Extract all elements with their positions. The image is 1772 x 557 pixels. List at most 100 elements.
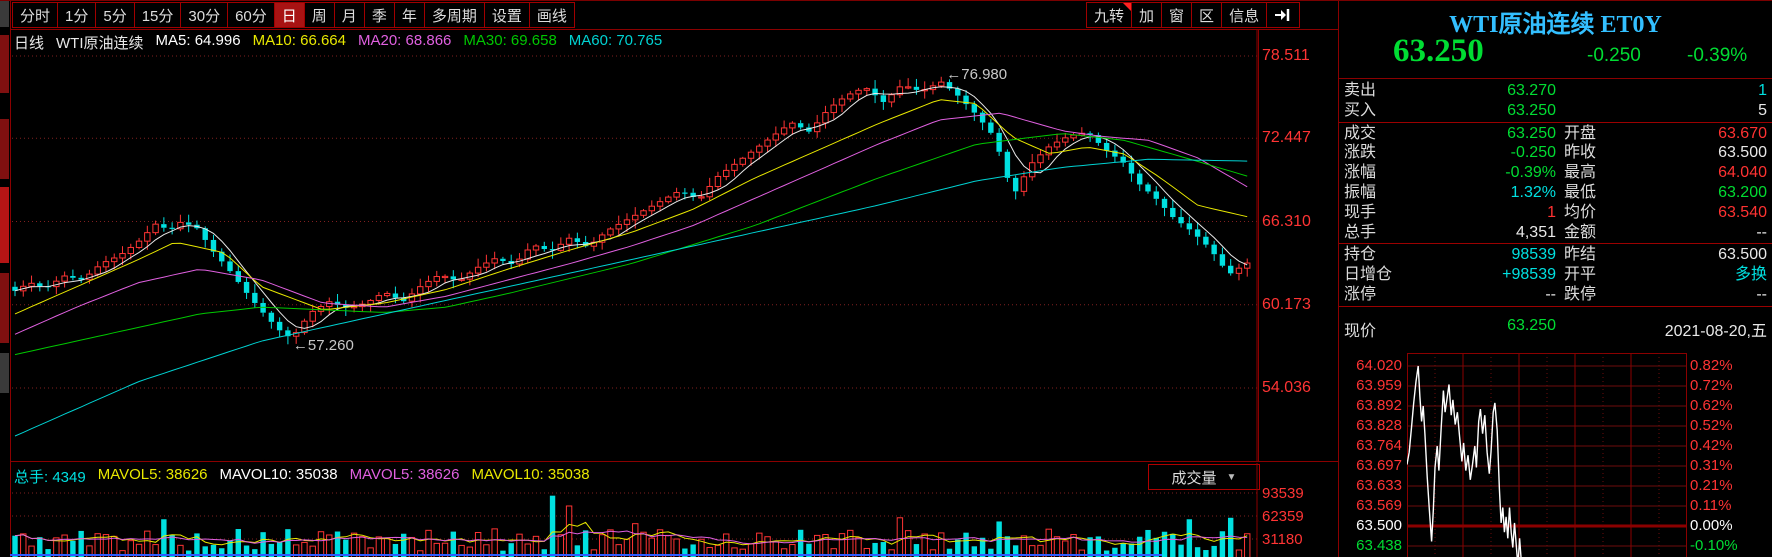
volume-readout: MAVOL10: 35038 xyxy=(471,466,590,483)
btn-jump-right[interactable] xyxy=(1266,2,1301,28)
quote-value: 63.250 xyxy=(1507,124,1556,142)
price-axis-label: 54.036 xyxy=(1262,379,1311,397)
ma-readout: MA20: 68.866 xyxy=(357,32,452,49)
quote-value: -0.250 xyxy=(1510,144,1556,162)
quote-label2 xyxy=(1556,81,1630,101)
tab-week[interactable]: 周 xyxy=(303,2,335,28)
volume-type-dropdown[interactable]: 成交量 ▼ xyxy=(1148,464,1260,490)
quote-label2: 开盘 xyxy=(1564,124,1597,142)
panel-sep xyxy=(1339,78,1772,79)
spot-price-row: 现价 63.250 2021-08-20,五 xyxy=(1339,317,1772,341)
btn-window[interactable]: 窗 xyxy=(1161,2,1193,28)
quote-label2: 均价 xyxy=(1564,203,1597,221)
quote-label: 买入 xyxy=(1344,101,1377,119)
quote-row-change-pct: 涨幅 -0.39% 最高 64.040 xyxy=(1339,163,1772,183)
period-toolbar: 分时 1分 5分 15分 30分 60分日周月季年多周期 设置 画线 xyxy=(12,2,575,28)
quote-value2: -- xyxy=(1756,285,1767,303)
tab-intraday[interactable]: 分时 xyxy=(12,2,59,28)
tab-multi-period[interactable]: 多周期 xyxy=(423,2,485,28)
quote-label: 日增仓 xyxy=(1344,266,1393,284)
tab-draw-line[interactable]: 画线 xyxy=(528,2,575,28)
intraday-price-label: 63.500 xyxy=(1356,517,1402,534)
strip-segment xyxy=(0,1,9,27)
quote-value2: 63.200 xyxy=(1718,183,1767,201)
quote-label2: 昨收 xyxy=(1564,144,1597,162)
btn-info[interactable]: 信息 xyxy=(1221,2,1268,28)
intraday-pct-label: 0.00% xyxy=(1690,517,1733,534)
volume-axis-label: 31180 xyxy=(1262,531,1303,549)
intraday-pct-label: 0.52% xyxy=(1690,417,1733,434)
quote-row-total-vol: 总手 4,351 金额 -- xyxy=(1339,223,1772,243)
quote-value: 1 xyxy=(1547,203,1556,221)
tab-1min[interactable]: 1分 xyxy=(57,2,97,28)
tab-30min[interactable]: 30分 xyxy=(180,2,229,28)
price-change: -0.250 xyxy=(1587,45,1641,66)
quote-label: 涨跌 xyxy=(1344,144,1377,162)
quote-row-daily-oi-change: 日增仓 +98539 开平 多换 xyxy=(1339,265,1772,285)
volume-divider xyxy=(10,461,1339,462)
price-change-pct: -0.39% xyxy=(1687,45,1748,66)
intraday-price-label: 63.633 xyxy=(1356,477,1402,494)
period-label: 日线 xyxy=(14,35,45,52)
quote-label: 振幅 xyxy=(1344,183,1377,201)
scroll-indicator[interactable] xyxy=(10,554,1162,556)
intraday-pct-label: -0.10% xyxy=(1690,537,1738,554)
row-separator xyxy=(1339,305,1772,307)
strip-segment xyxy=(0,353,9,393)
intraday-tick-chart[interactable] xyxy=(1407,353,1687,557)
peak-annotation: ←76.980 xyxy=(946,65,1008,83)
price-axis-label: 72.447 xyxy=(1262,129,1311,147)
price-axis-label: 66.310 xyxy=(1262,212,1311,230)
quote-row-limit-up: 涨停 -- 跌停 -- xyxy=(1339,285,1772,305)
symbol-label: WTI原油连续 xyxy=(56,35,144,52)
quote-value: 1.32% xyxy=(1510,183,1556,201)
tab-60min[interactable]: 60分 xyxy=(227,2,275,28)
volume-axis-label: 62359 xyxy=(1262,508,1304,526)
tab-day[interactable]: 日 xyxy=(273,2,305,28)
quote-label: 现手 xyxy=(1344,203,1377,221)
volume-chart-area[interactable] xyxy=(10,463,1258,557)
btn-zone[interactable]: 区 xyxy=(1191,2,1223,28)
quote-value: 98539 xyxy=(1511,246,1557,264)
btn-add[interactable]: 加 xyxy=(1131,2,1163,28)
quote-value: -0.39% xyxy=(1505,164,1556,182)
quote-label2: 开平 xyxy=(1564,266,1597,284)
volume-readout: MAVOL5: 38626 xyxy=(97,466,208,483)
strip-segment xyxy=(0,119,9,179)
intraday-price-label: 63.697 xyxy=(1356,457,1402,474)
btn-nine-turn[interactable]: 九转 xyxy=(1086,2,1133,28)
tab-15min[interactable]: 15分 xyxy=(133,2,182,28)
intraday-pct-label: 0.72% xyxy=(1690,377,1733,394)
daily-chart-area[interactable]: ←76.980 ←57.260 xyxy=(10,29,1258,461)
candlestick-chart[interactable] xyxy=(10,29,1258,461)
volume-chart[interactable] xyxy=(10,463,1258,557)
intraday-pct-label: 0.11% xyxy=(1690,497,1732,514)
quote-value2: -- xyxy=(1756,223,1767,241)
row-separator xyxy=(1339,243,1772,245)
quote-value2: 64.040 xyxy=(1718,164,1767,182)
spot-label: 现价 xyxy=(1344,323,1377,340)
quote-label2: 昨结 xyxy=(1564,246,1597,264)
volume-readout: MAVOL5: 38626 xyxy=(349,466,460,483)
tab-year[interactable]: 年 xyxy=(393,2,425,28)
quote-row-buy: 买入 63.250 5 xyxy=(1339,101,1772,121)
last-price: 63.250 xyxy=(1393,33,1484,69)
intraday-price-label: 64.020 xyxy=(1356,357,1402,374)
quote-value2: 5 xyxy=(1758,101,1767,119)
volume-dropdown-label: 成交量 xyxy=(1171,469,1217,487)
volume-readout: 总手: 4349 xyxy=(14,469,86,486)
intraday-pct-label: 0.42% xyxy=(1690,437,1733,454)
tab-settings[interactable]: 设置 xyxy=(483,2,530,28)
tab-month[interactable]: 月 xyxy=(333,2,365,28)
intraday-price-label: 63.569 xyxy=(1356,497,1402,514)
quote-label: 持仓 xyxy=(1344,246,1377,264)
intraday-price-label: 63.892 xyxy=(1356,397,1402,414)
quote-label2: 最高 xyxy=(1564,164,1597,182)
tab-5min[interactable]: 5分 xyxy=(95,2,135,28)
quote-value: 63.250 xyxy=(1507,101,1556,119)
quote-row-open-interest: 持仓 98539 昨结 63.500 xyxy=(1339,245,1772,265)
tab-quarter[interactable]: 季 xyxy=(363,2,395,28)
price-axis-label: 60.173 xyxy=(1262,295,1311,313)
quote-label2 xyxy=(1556,101,1630,121)
quote-row-amplitude: 振幅 1.32% 最低 63.200 xyxy=(1339,183,1772,203)
